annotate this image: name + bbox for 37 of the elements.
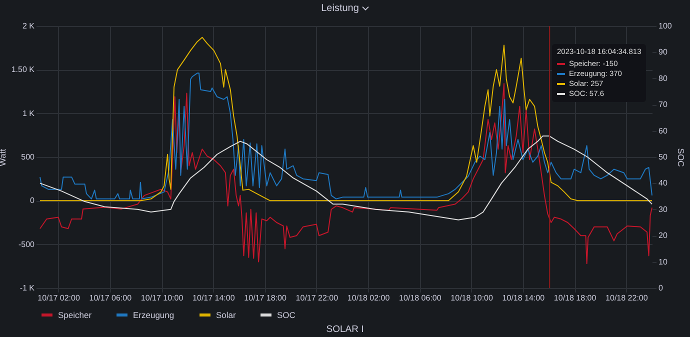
chart-title: Leistung <box>321 3 359 14</box>
x-tick-label: 10/18 10:00 <box>450 294 494 302</box>
y2-tick-label: 60 <box>658 126 668 136</box>
x-tick-label: 10/17 06:00 <box>89 294 132 302</box>
y2-tick-label: 90 <box>658 48 668 57</box>
y-tick-label: 2 K <box>22 22 36 30</box>
x-tick-label: 10/17 22:00 <box>296 294 339 302</box>
y2-tick-label: 20 <box>658 231 668 240</box>
legend-label: Solar <box>216 310 236 320</box>
x-tick-label: 10/17 02:00 <box>38 294 80 302</box>
y2-tick-label: 100 <box>658 22 672 30</box>
legend-label: Erzeugung <box>133 310 174 320</box>
x-tick-label: 10/18 06:00 <box>399 294 442 302</box>
text: SOLAR I <box>0 323 690 337</box>
y-tick-label: 1.50 K <box>11 65 36 74</box>
y-tick-label: 1 K <box>22 108 36 118</box>
y-tick-label: -1 K <box>20 284 36 292</box>
x-tick-label: 10/18 18:00 <box>554 294 597 302</box>
x-tick-label: 10/18 14:00 <box>502 294 546 302</box>
y2-tick-label: 40 <box>658 178 668 188</box>
y2-tick-label: 80 <box>658 74 668 83</box>
y2-tick-label: 50 <box>658 152 668 162</box>
y2-tick-label: 70 <box>658 100 668 110</box>
x-tick-label: 10/17 14:00 <box>192 294 236 302</box>
legend-label: SOC <box>277 310 296 320</box>
y-tick-label: -500 <box>18 240 36 249</box>
y2-tick-label: 30 <box>658 204 668 214</box>
x-tick-label: 10/18 02:00 <box>347 294 390 302</box>
x-tick-label: 10/17 10:00 <box>140 294 184 302</box>
x-tick-label: 10/17 18:00 <box>244 294 287 302</box>
legend-label: Speicher <box>58 310 92 320</box>
y-tick-label: 500 <box>21 152 36 162</box>
y2-axis-title: SOC <box>676 148 686 167</box>
y-tick-label: 0 <box>30 196 36 206</box>
y2-tick-label: 0 <box>658 284 664 292</box>
x-tick-label: 10/18 22:00 <box>606 294 648 302</box>
y2-tick-label: 10 <box>658 257 668 266</box>
